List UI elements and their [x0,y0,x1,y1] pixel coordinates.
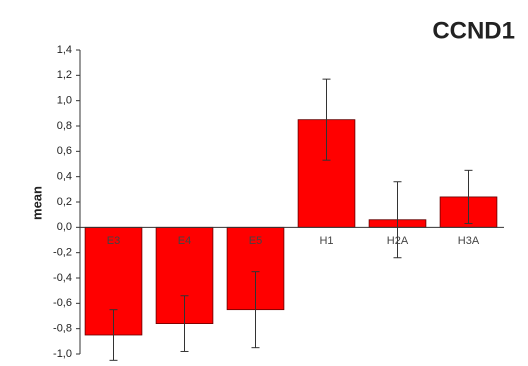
x-tick-label: E4 [178,235,191,247]
error-bar [322,78,331,161]
error-bar [180,295,189,352]
x-tick-label: H3A [458,235,480,247]
error-bar [251,271,260,349]
chart-title: CCND1 [432,17,515,44]
x-tick-label: H1 [319,235,333,247]
y-tick-label: 1,4 [57,44,72,56]
y-tick-label: 0,8 [57,120,72,132]
y-tick-label: 0,4 [57,171,72,183]
y-tick-label: 0,2 [57,196,72,208]
error-bar [464,169,473,225]
y-tick-label: -1,0 [53,348,72,360]
y-tick-label: -0,6 [53,297,72,309]
x-tick-label: E5 [249,235,262,247]
error-bar [393,181,402,259]
y-tick-label: -0,2 [53,247,72,259]
error-bar [109,309,118,361]
y-tick-label: 0,0 [57,221,72,233]
y-tick-label: 1,0 [57,95,72,107]
x-tick-label: H2A [387,235,409,247]
y-tick-label: -0,8 [53,323,72,335]
y-axis-label: mean [29,186,44,220]
y-tick-label: 0,6 [57,145,72,157]
y-tick-label: -0,4 [53,272,72,284]
y-tick-label: 1,2 [57,69,72,81]
x-tick-label: E3 [107,235,120,247]
